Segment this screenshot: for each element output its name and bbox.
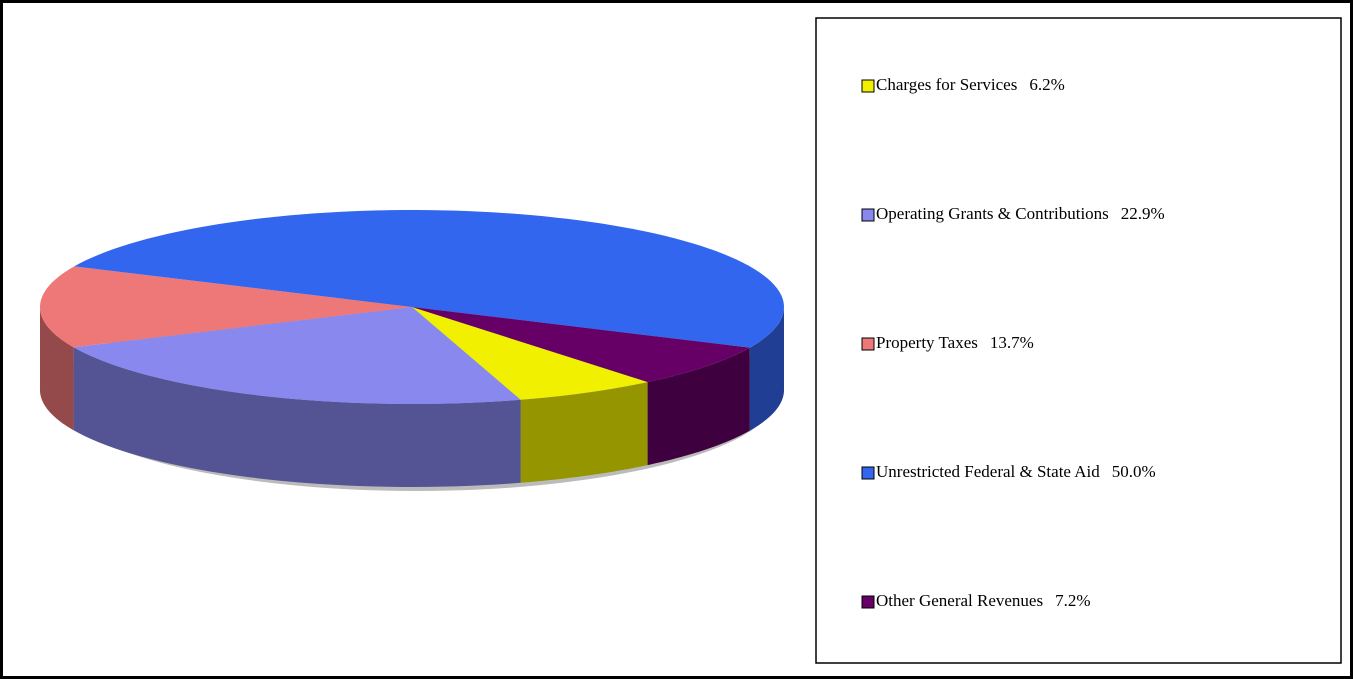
pie-slice	[412, 307, 648, 400]
pie-side	[520, 382, 648, 483]
legend-label: Charges for Services 6.2%	[876, 75, 1065, 94]
legend-swatch	[861, 337, 875, 351]
legend-label: Unrestricted Federal & State Aid 50.0%	[876, 462, 1156, 481]
pie-slice	[412, 307, 750, 383]
legend-value: 7.2%	[1055, 591, 1090, 610]
legend-name: Other General Revenues	[876, 591, 1043, 610]
legend-value: 22.9%	[1121, 204, 1165, 223]
legend-swatch	[861, 208, 875, 222]
pie-slice	[74, 210, 784, 348]
pie-side	[647, 347, 750, 466]
pie	[40, 210, 784, 491]
pie-side	[73, 347, 521, 487]
legend-swatch	[861, 79, 875, 93]
legend-name: Charges for Services	[876, 75, 1017, 94]
legend-box	[815, 17, 1342, 664]
legend-swatch	[861, 466, 875, 480]
pie-side	[40, 307, 74, 431]
legend-value: 13.7%	[990, 333, 1034, 352]
legend-name: Property Taxes	[876, 333, 978, 352]
pie-slice	[40, 266, 412, 348]
legend-label: Other General Revenues 7.2%	[876, 591, 1091, 610]
legend-name: Operating Grants & Contributions	[876, 204, 1109, 223]
legend-label: Property Taxes 13.7%	[876, 333, 1034, 352]
legend-value: 6.2%	[1029, 75, 1064, 94]
legend-label: Operating Grants & Contributions 22.9%	[876, 204, 1165, 223]
legend-swatch	[861, 595, 875, 609]
legend: Charges for Services 6.2% Operating Grants…	[861, 75, 1165, 610]
legend-name: Unrestricted Federal & State Aid	[876, 462, 1100, 481]
legend-value: 50.0%	[1112, 462, 1156, 481]
pie-slice	[73, 307, 521, 404]
pie-side	[749, 307, 784, 431]
